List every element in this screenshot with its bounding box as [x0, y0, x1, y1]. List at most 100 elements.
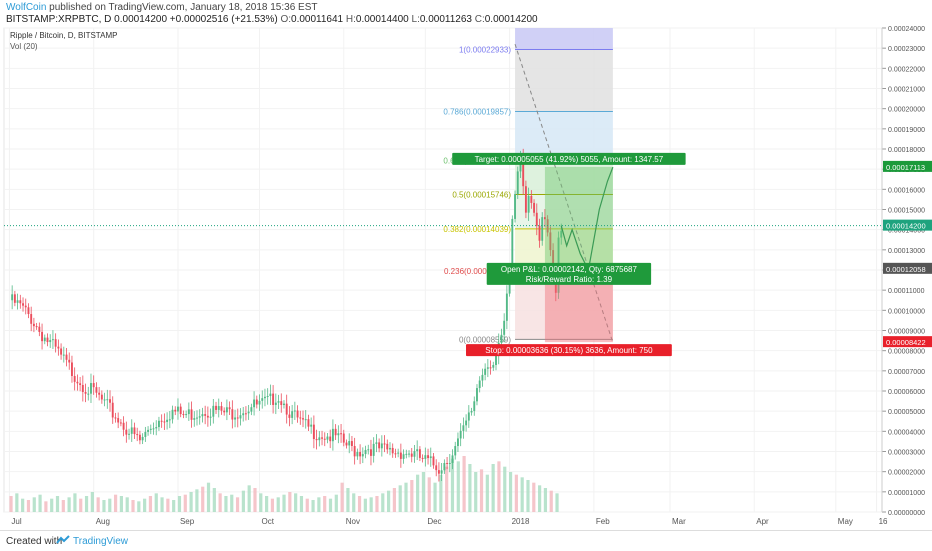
volume-bar [15, 493, 19, 512]
pnl-label: Open P&L: 0.00002142, Qty: 6875687 [501, 265, 638, 274]
publish-info: WolfCoin published on TradingView.com, J… [6, 2, 318, 13]
candle-body [22, 303, 24, 306]
symbol-info: BITSTAMP:XRPBTC, D 0.00014200 +0.0000251… [6, 14, 538, 25]
fib-level-label: 0.786(0.00019857) [443, 108, 511, 117]
candle-body [391, 447, 394, 454]
candle-body [440, 470, 443, 474]
candle-body [484, 368, 487, 375]
candle-body [87, 393, 90, 395]
x-tick-label: 16 [879, 517, 888, 526]
candle-body [321, 437, 323, 439]
candle-body [171, 409, 174, 420]
y-tick-label: 0.00002000 [888, 470, 925, 477]
candle-body [212, 405, 215, 417]
candle-body [446, 462, 449, 464]
candle-body [337, 433, 340, 436]
volume-bar [96, 497, 100, 512]
price-tag-bg [883, 262, 932, 274]
open-value: 0.00011641 [291, 14, 344, 25]
candle-body [122, 422, 125, 430]
candle-body [198, 416, 201, 418]
y-tick-label: 0.00004000 [888, 429, 925, 436]
candle-body [318, 437, 321, 441]
price-tag-bg [883, 336, 932, 348]
volume-bar [189, 492, 193, 512]
candle-body [524, 186, 527, 213]
volume-bar [90, 492, 94, 512]
candle-body [244, 413, 247, 415]
target-label: Target: 0.00005055 (41.92%) 5055, Amount… [475, 155, 664, 164]
volume-bar [21, 498, 25, 512]
volume-bar [514, 474, 518, 512]
candle-body [535, 212, 538, 226]
volume-bar [172, 500, 176, 512]
candle-body [293, 410, 296, 412]
candle-body [489, 367, 492, 369]
y-tick-label: 0.00003000 [888, 450, 925, 457]
candle-body [451, 455, 454, 463]
candle-body [206, 415, 209, 418]
volume-bar [299, 496, 304, 512]
volume-bar [526, 480, 530, 512]
price-chart[interactable]: 0.00024000 0.00023000 0.00022000 0.00021000… [0, 24, 932, 530]
candle-body [220, 406, 223, 411]
candle-body [163, 421, 166, 423]
volume-bar [474, 472, 478, 512]
volume-bar [398, 485, 402, 512]
volume-bar [143, 498, 147, 512]
candle-body [62, 354, 65, 356]
volume-bar [73, 493, 77, 512]
volume-bar [195, 489, 199, 512]
candle-body [538, 225, 541, 241]
pnl-label-bg [486, 262, 652, 285]
x-tick-label: Sep [180, 517, 195, 526]
x-tick-label: 2018 [512, 517, 530, 526]
candle-body [152, 428, 155, 430]
volume-bar [131, 500, 135, 512]
y-tick-label: 0.00023000 [888, 46, 925, 53]
candle-body [187, 409, 190, 415]
candle-body [334, 428, 337, 436]
volume-bar [201, 486, 205, 512]
candle-body [307, 419, 310, 427]
candle-body [225, 407, 228, 413]
candle-body [41, 331, 44, 342]
y-tick-label: 0.00013000 [888, 248, 925, 255]
volume-label: Vol (20) [10, 42, 38, 51]
candle-body [166, 419, 169, 422]
volume-bar [119, 496, 123, 512]
volume-bar [543, 488, 548, 512]
tradingview-brand[interactable]: TradingView [73, 536, 129, 547]
candle-body [155, 427, 158, 429]
x-tick-label: Oct [262, 517, 275, 526]
y-tick-label: 0.00020000 [888, 107, 925, 114]
candle-body [478, 380, 481, 389]
author-link[interactable]: WolfCoin [6, 2, 47, 13]
candle-body [234, 417, 237, 420]
candle-body [144, 431, 147, 437]
chart-area[interactable]: 0.00024000 0.00023000 0.00022000 0.00021000… [0, 24, 932, 530]
volume-bar [294, 493, 298, 512]
candle-body [231, 409, 234, 420]
candle-body [43, 337, 46, 342]
volume-bar [479, 469, 484, 512]
candle-body [394, 453, 397, 455]
price-value: 0.00014200 [114, 14, 168, 25]
candle-body [71, 362, 73, 377]
y-tick-label: 0.00009000 [888, 329, 925, 336]
volume-bar [235, 497, 240, 512]
candle-body [204, 414, 207, 416]
volume-bar [177, 496, 182, 512]
volume-bar [555, 493, 559, 512]
candle-body [397, 452, 400, 454]
volume-bar [26, 500, 31, 512]
candle-body [239, 415, 242, 419]
candle-body [196, 417, 198, 419]
volume-bar [346, 488, 350, 512]
candle-body [106, 399, 109, 401]
candle-body [30, 314, 33, 324]
candle-body [81, 384, 84, 393]
candle-body [16, 300, 19, 303]
candle-body [185, 414, 188, 416]
candle-body [402, 454, 405, 459]
